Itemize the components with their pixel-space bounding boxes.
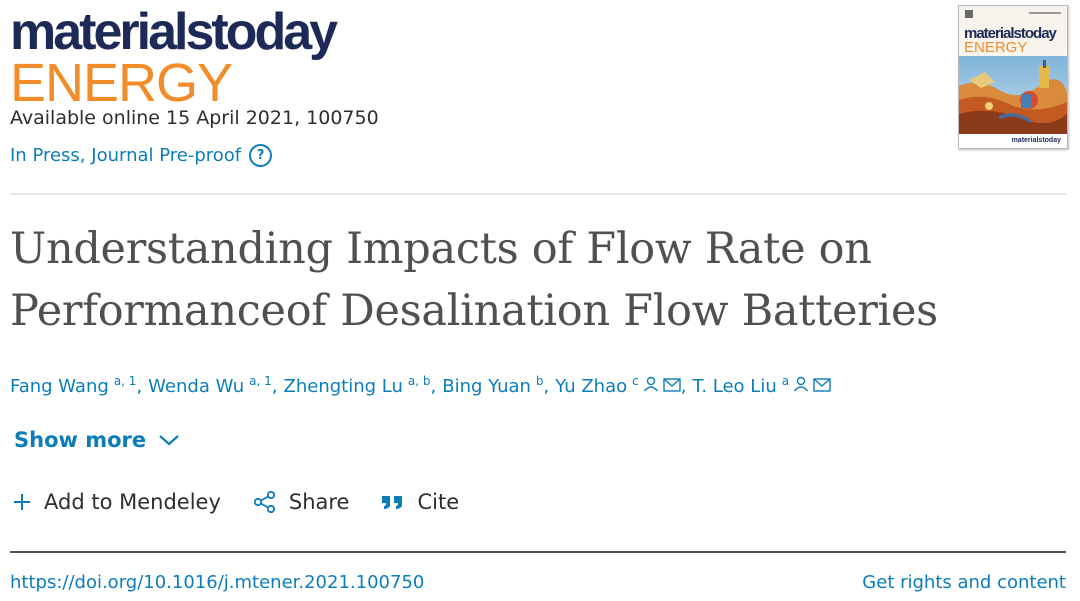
author-link[interactable]: T. Leo Liu a — [692, 374, 789, 397]
show-more-label: Show more — [14, 428, 147, 452]
share-button[interactable]: Share — [253, 490, 350, 514]
author-name: Fang Wang — [10, 376, 109, 397]
author-separator: , — [136, 376, 143, 397]
author-affiliation: a, 1 — [113, 374, 137, 388]
cover-footer-brand: materialstoday — [1011, 137, 1061, 144]
publication-status: In Press, Journal Pre-proof ? — [10, 144, 273, 167]
cover-header — [959, 6, 1067, 54]
cite-button[interactable]: Cite — [381, 490, 459, 514]
author-affiliation: a, b — [407, 374, 431, 388]
author-separator: , — [430, 376, 437, 397]
author-name: Yu Zhao — [555, 376, 628, 397]
show-more-button[interactable]: Show more — [14, 428, 180, 452]
author-name: Bing Yuan — [442, 376, 531, 397]
author-link[interactable]: Wenda Wu a, 1 — [148, 374, 272, 397]
author-affiliation: a — [781, 374, 790, 388]
availability-date: Available online 15 April 2021, 100750 — [10, 107, 379, 129]
share-icon — [253, 491, 275, 513]
author-affiliation: a, 1 — [249, 374, 272, 388]
cite-label: Cite — [417, 490, 460, 514]
article-actions: Add to Mendeley Share Cite — [12, 490, 491, 514]
author-separator: , — [543, 376, 550, 397]
share-label: Share — [288, 490, 350, 514]
author-link[interactable]: Zhengting Lu a, b — [284, 374, 431, 397]
doi-link[interactable]: https://doi.org/10.1016/j.mtener.2021.10… — [10, 572, 425, 593]
quote-icon — [382, 496, 403, 509]
chevron-down-icon — [159, 435, 179, 446]
cover-footer: materialstoday — [959, 134, 1067, 148]
add-to-mendeley-button[interactable]: Add to Mendeley — [12, 490, 221, 514]
journal-logo-energy[interactable]: ENERGY — [10, 53, 233, 113]
author-name: Zhengting Lu — [283, 376, 403, 397]
article-title-line2: Performanceof Desalination Flow Batterie… — [10, 286, 938, 336]
add-to-mendeley-label: Add to Mendeley — [44, 490, 221, 514]
cover-artwork — [959, 56, 1067, 134]
question-circle-icon[interactable]: ? — [249, 144, 273, 167]
get-rights-link[interactable]: Get rights and content — [862, 572, 1066, 593]
author-affiliation: b — [535, 374, 544, 388]
mail-icon[interactable] — [663, 378, 681, 392]
author-name: T. Leo Liu — [692, 376, 777, 397]
article-title-line1: Understanding Impacts of Flow Rate on — [10, 224, 872, 274]
header-divider — [10, 193, 1066, 195]
person-icon[interactable] — [793, 376, 809, 392]
author-link[interactable]: Fang Wang a, 1 — [10, 374, 136, 397]
publication-status-label: In Press, Journal Pre-proof — [10, 145, 242, 166]
cover-header-marks — [965, 10, 1061, 18]
author-link[interactable]: Bing Yuan b — [442, 374, 543, 397]
cover-title-energy: ENERGY — [964, 39, 1028, 56]
author-separator: , — [271, 376, 278, 397]
person-icon[interactable] — [643, 376, 659, 392]
author-list: Fang Wang a, 1, Wenda Wu a, 1, Zhengting L… — [10, 374, 831, 397]
plus-icon — [14, 494, 30, 510]
article-title: Understanding Impacts of Flow Rate on Pe… — [10, 218, 1070, 342]
footer-divider — [10, 551, 1066, 553]
cover-title-materialstoday: materialstoday — [964, 25, 1057, 42]
author-affiliation: c — [632, 374, 639, 388]
author-name: Wenda Wu — [148, 376, 245, 397]
journal-logo-materialstoday[interactable]: materialstoday — [10, 3, 338, 61]
author-link[interactable]: Yu Zhao c — [555, 374, 638, 397]
journal-cover-image[interactable]: materialstoday ENERGY materialstoday — [958, 5, 1068, 149]
mail-icon[interactable] — [813, 378, 831, 392]
author-separator: , — [680, 376, 687, 397]
